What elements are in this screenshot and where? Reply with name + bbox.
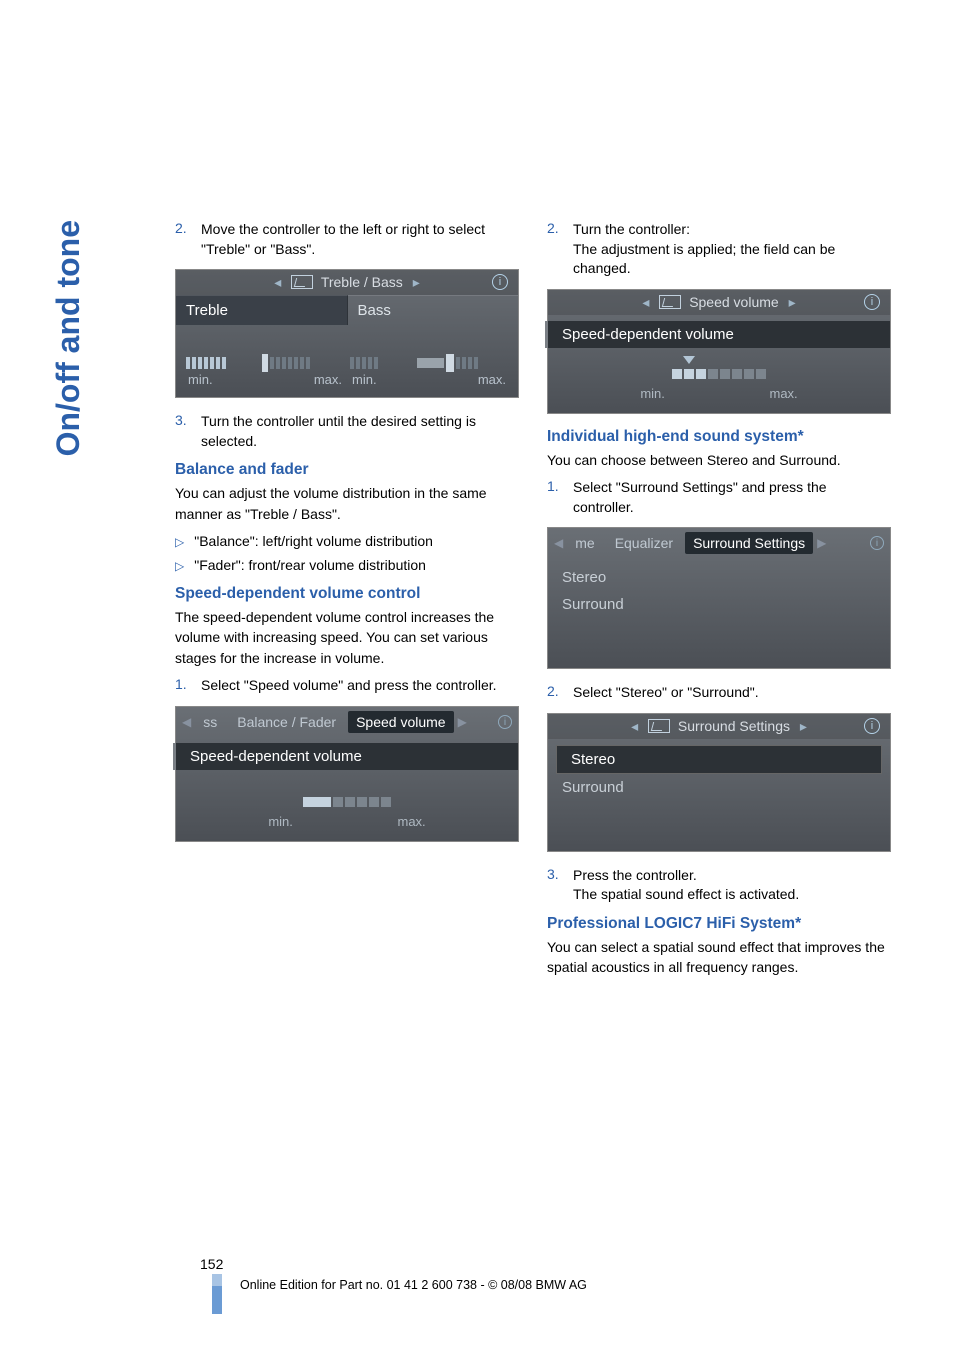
step-text: Select "Speed volume" and press the cont… [201, 676, 519, 696]
tab-ss: ss [195, 711, 225, 733]
step-text: Turn the controller: The adjustment is a… [573, 220, 891, 279]
step-number: 2. [547, 220, 563, 236]
step-item: 2. Move the controller to the left or ri… [175, 220, 519, 259]
screenshot-speed-volume-tabs: ◀ ss Balance / Fader Speed volume ▶ i Sp… [175, 706, 519, 842]
option-stereo-selected: Stereo [556, 745, 882, 774]
option-surround: Surround [548, 774, 890, 801]
logic7-text: You can select a spatial sound effect th… [547, 937, 891, 978]
audio-icon [659, 295, 681, 309]
tab-treble: Treble [176, 295, 348, 325]
tab-bass: Bass [348, 295, 519, 325]
step-number: 1. [547, 478, 563, 494]
step-number: 1. [175, 676, 191, 692]
chevron-left-icon: ◂ [642, 294, 649, 310]
footer-marker-icon [212, 1286, 222, 1314]
info-icon: i [864, 294, 880, 310]
page-content: 2. Move the controller to the left or ri… [175, 220, 891, 986]
option-speed-dependent: Speed-dependent volume [545, 321, 890, 348]
info-icon: i [492, 274, 508, 290]
chevron-left-icon: ◀ [554, 536, 563, 550]
slider-max-label: max. [478, 372, 506, 387]
step-text: Press the controller. The spatial sound … [573, 866, 891, 905]
step-text: Move the controller to the left or right… [201, 220, 519, 259]
step-item: 3. Press the controller. The spatial sou… [547, 866, 891, 905]
chevron-right-icon: ▶ [817, 536, 826, 550]
screenshot-speed-volume-adjust: ◂ Speed volume ▸ i Speed-dependent volum… [547, 289, 891, 414]
step-item: 1. Select "Surround Settings" and press … [547, 478, 891, 517]
chevron-left-icon: ◀ [182, 715, 191, 729]
step-number: 2. [547, 683, 563, 699]
chevron-left-icon: ◂ [631, 718, 638, 734]
chevron-left-icon: ◂ [274, 274, 281, 290]
info-icon: i [864, 718, 880, 734]
slider-min-label: min. [640, 386, 665, 401]
treble-slider: min. max. [186, 357, 344, 387]
speed-slider: min. max. [548, 348, 890, 413]
bass-slider: min. max. [350, 357, 508, 387]
page-number: 152 [200, 1256, 223, 1272]
step-item: 2. Turn the controller: The adjustment i… [547, 220, 891, 279]
audio-icon [291, 275, 313, 289]
tab-speed-volume: Speed volume [348, 711, 454, 733]
step-item: 3. Turn the controller until the desired… [175, 412, 519, 451]
slider-min-label: min. [352, 372, 377, 387]
screenshot-header: ◂ Treble / Bass ▸ i [176, 270, 518, 295]
chevron-right-icon: ▶ [458, 715, 467, 729]
slider-max-label: max. [314, 372, 342, 387]
option-surround: Surround [548, 591, 890, 618]
heading-balance-fader: Balance and fader [175, 461, 519, 479]
step-number: 2. [175, 220, 191, 236]
slider-max-label: max. [770, 386, 798, 401]
tab-surround-settings: Surround Settings [685, 532, 813, 554]
heading-logic7: Professional LOGIC7 HiFi System* [547, 915, 891, 933]
list-item: "Fader": front/rear volume distribution [175, 556, 519, 576]
option-stereo: Stereo [548, 564, 890, 591]
screenshot-surround-select: ◂ Surround Settings ▸ i Stereo Surround [547, 713, 891, 852]
info-icon: i [498, 715, 512, 729]
screenshot-title: Speed volume [689, 294, 779, 310]
slider-max-label: max. [398, 814, 426, 829]
screenshot-surround-tabs: ◀ me Equalizer Surround Settings ▶ i Ste… [547, 527, 891, 669]
right-column: 2. Turn the controller: The adjustment i… [547, 220, 891, 986]
step-number: 3. [547, 866, 563, 882]
left-column: 2. Move the controller to the left or ri… [175, 220, 519, 986]
info-icon: i [870, 536, 884, 550]
step-item: 1. Select "Speed volume" and press the c… [175, 676, 519, 696]
step-text: Turn the controller until the desired se… [201, 412, 519, 451]
slider-min-label: min. [268, 814, 293, 829]
step-text: Select "Stereo" or "Surround". [573, 683, 891, 703]
chevron-right-icon: ▸ [789, 294, 796, 310]
step-number: 3. [175, 412, 191, 428]
chevron-right-icon: ▸ [800, 718, 807, 734]
tab-me: me [567, 532, 602, 554]
slider-min-label: min. [188, 372, 213, 387]
list-item: "Balance": left/right volume distributio… [175, 532, 519, 552]
heading-individual-sound: Individual high-end sound system* [547, 428, 891, 446]
chevron-right-icon: ▸ [413, 274, 420, 290]
balance-intro-text: You can adjust the volume distribution i… [175, 483, 519, 524]
footer-text: Online Edition for Part no. 01 41 2 600 … [240, 1278, 587, 1292]
step-item: 2. Select "Stereo" or "Surround". [547, 683, 891, 703]
speed-slider: min. max. [176, 770, 518, 841]
option-speed-dependent: Speed-dependent volume [173, 743, 518, 770]
screenshot-title: Surround Settings [678, 718, 790, 734]
screenshot-title: Treble / Bass [321, 274, 403, 290]
individual-intro-text: You can choose between Stereo and Surrou… [547, 450, 891, 470]
speed-intro-text: The speed-dependent volume control incre… [175, 607, 519, 668]
tab-balance-fader: Balance / Fader [229, 711, 344, 733]
heading-speed-volume: Speed-dependent volume control [175, 585, 519, 603]
screenshot-treble-bass: ◂ Treble / Bass ▸ i Treble Bass [175, 269, 519, 398]
sidebar-section-tab: On/off and tone [50, 220, 87, 456]
tab-equalizer: Equalizer [607, 532, 681, 554]
audio-icon [648, 719, 670, 733]
step-text: Select "Surround Settings" and press the… [573, 478, 891, 517]
